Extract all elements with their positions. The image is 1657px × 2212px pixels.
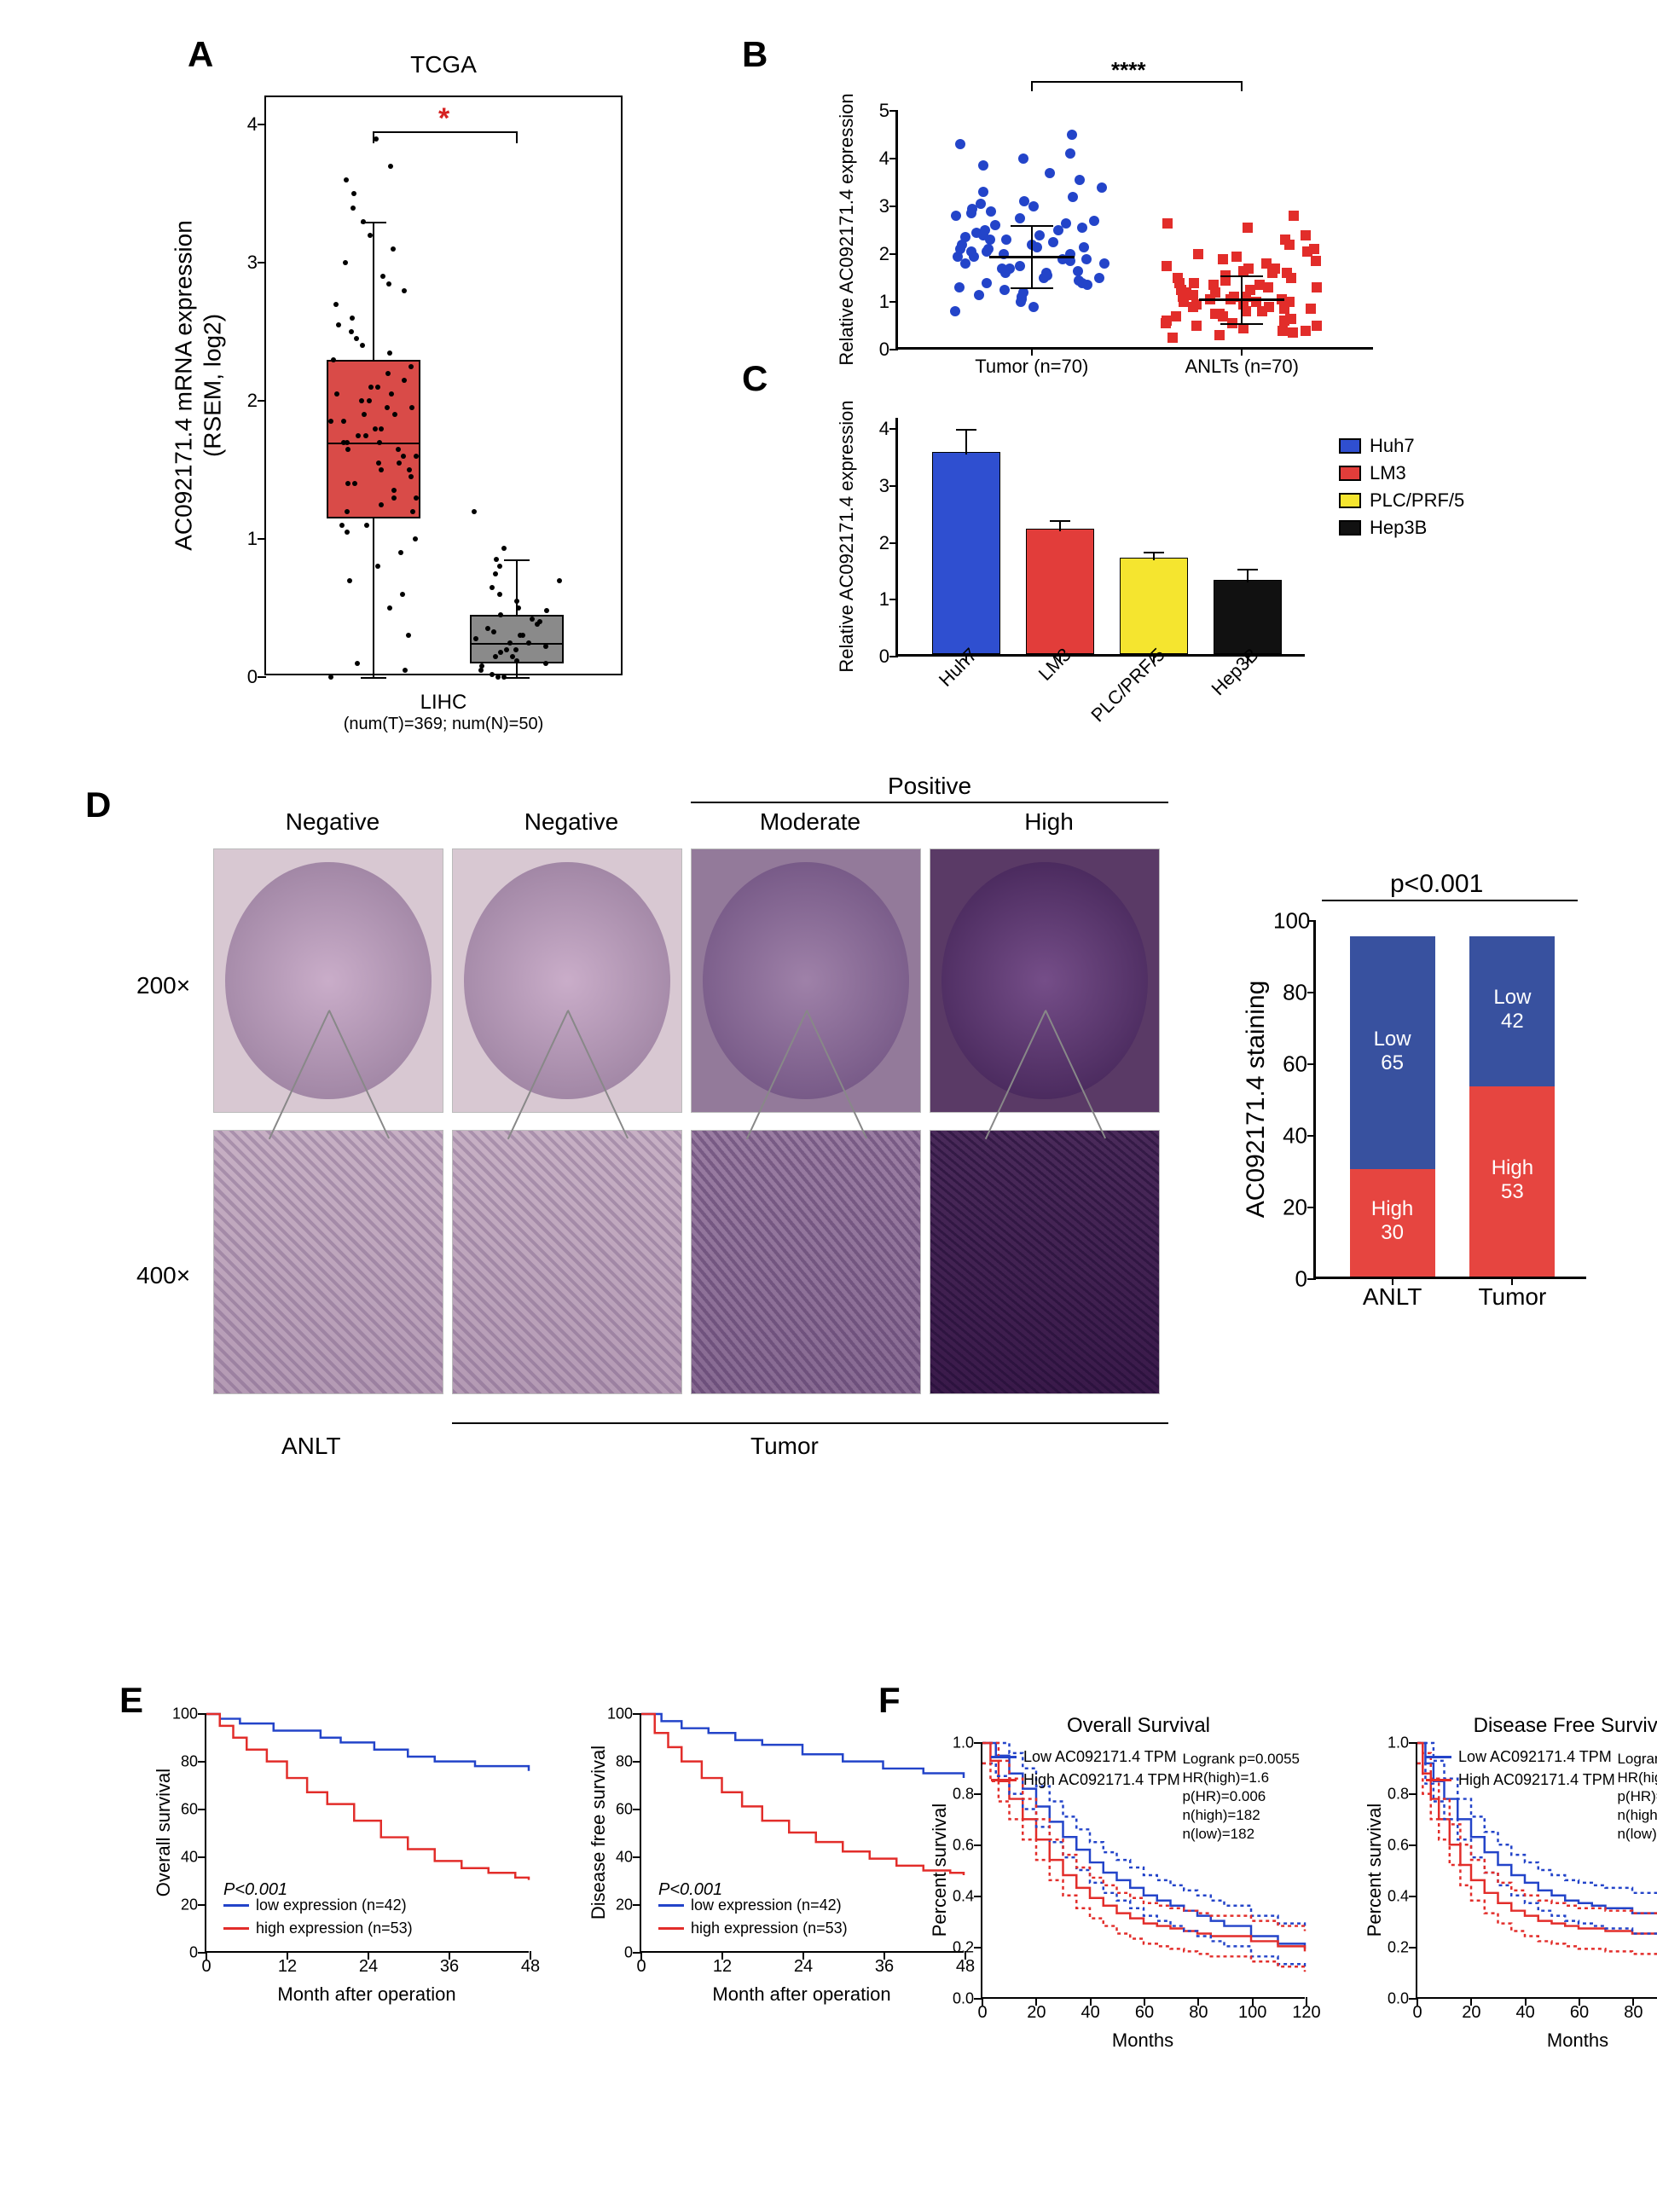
panelD-stack-chart: AC092171.4 staining 020406080100High 30L… xyxy=(1313,921,1586,1279)
histology-image xyxy=(452,1130,682,1394)
panelD-stack-p: p<0.001 xyxy=(1390,870,1483,899)
histology-image xyxy=(452,848,682,1113)
panelA-ylabel: AC092171.4 mRNA expression (RSEM, log2) xyxy=(169,220,226,551)
panelD-positive-header: Positive xyxy=(691,773,1168,800)
panelD-group-tumor: Tumor xyxy=(750,1433,819,1460)
histology-image xyxy=(213,1130,443,1394)
panelD-stack-sigline xyxy=(1322,900,1578,901)
legend-swatch xyxy=(1339,520,1361,536)
panelD-row-200x: 200× xyxy=(136,972,190,999)
panel-F: Overall Survival0.00.20.40.60.81.0020406… xyxy=(921,1714,1637,2052)
panelD-stack-ylabel: AC092171.4 staining xyxy=(1242,980,1271,1218)
panelD-group-anlt: ANLT xyxy=(281,1433,341,1460)
panelD-col-headers: NegativeNegativeModerateHigh xyxy=(213,808,1168,843)
panel-B: Relative AC092171.4 expression 012345***… xyxy=(827,60,1424,350)
panel-label-E: E xyxy=(119,1680,143,1721)
legend-swatch xyxy=(1339,466,1361,481)
panelD-row-400x: 400× xyxy=(136,1262,190,1289)
panelA-xsub: (num(T)=369; num(N)=50) xyxy=(222,715,665,734)
legend-item: Huh7 xyxy=(1339,435,1464,457)
histology-image xyxy=(930,848,1160,1113)
panelA-title: TCGA xyxy=(222,51,665,78)
panel-label-A: A xyxy=(188,34,213,75)
legend-item: PLC/PRF/5 xyxy=(1339,489,1464,512)
legend-swatch xyxy=(1339,493,1361,508)
panel-label-B: B xyxy=(742,34,768,75)
panel-E: 020406080100012243648Overall survivalP<0… xyxy=(145,1714,861,2006)
panelD-tumor-line xyxy=(452,1422,1168,1424)
panel-label-C: C xyxy=(742,358,768,399)
panelD-positive-line xyxy=(691,802,1168,803)
histology-image xyxy=(213,848,443,1113)
histology-image xyxy=(691,848,921,1113)
panelC-chart: Relative AC092171.4 expression 01234Huh7… xyxy=(895,418,1305,657)
legend-swatch xyxy=(1339,438,1361,454)
panelA-chart: AC092171.4 mRNA expression (RSEM, log2) … xyxy=(264,96,623,675)
panel-label-D: D xyxy=(85,785,111,825)
histology-image xyxy=(691,1130,921,1394)
legend-item: LM3 xyxy=(1339,462,1464,484)
panelA-xlabel: LIHC xyxy=(222,691,665,715)
survival-chart: 0.00.20.40.60.81.0020406080100120Percent… xyxy=(1416,1743,1657,1999)
panel-C: Relative AC092171.4 expression 01234Huh7… xyxy=(827,401,1595,657)
histology-image xyxy=(930,1130,1160,1394)
legend-item: Hep3B xyxy=(1339,517,1464,539)
panelB-ylabel: Relative AC092171.4 expression xyxy=(836,93,858,365)
panel-A: TCGA AC092171.4 mRNA expression (RSEM, l… xyxy=(222,51,665,734)
panelC-legend: Huh7 LM3 PLC/PRF/5 Hep3B xyxy=(1339,435,1464,544)
panelC-cat-PLC/PRF/5: PLC/PRF/5 xyxy=(1086,644,1169,727)
survival-chart: 020406080100012243648Disease free surviv… xyxy=(640,1714,964,1953)
panelB-chart: Relative AC092171.4 expression 012345***… xyxy=(895,111,1373,350)
survival-chart: 020406080100012243648Overall survivalP<0… xyxy=(205,1714,529,1953)
survival-chart: 0.00.20.40.60.81.0020406080100120Percent… xyxy=(981,1743,1305,1999)
